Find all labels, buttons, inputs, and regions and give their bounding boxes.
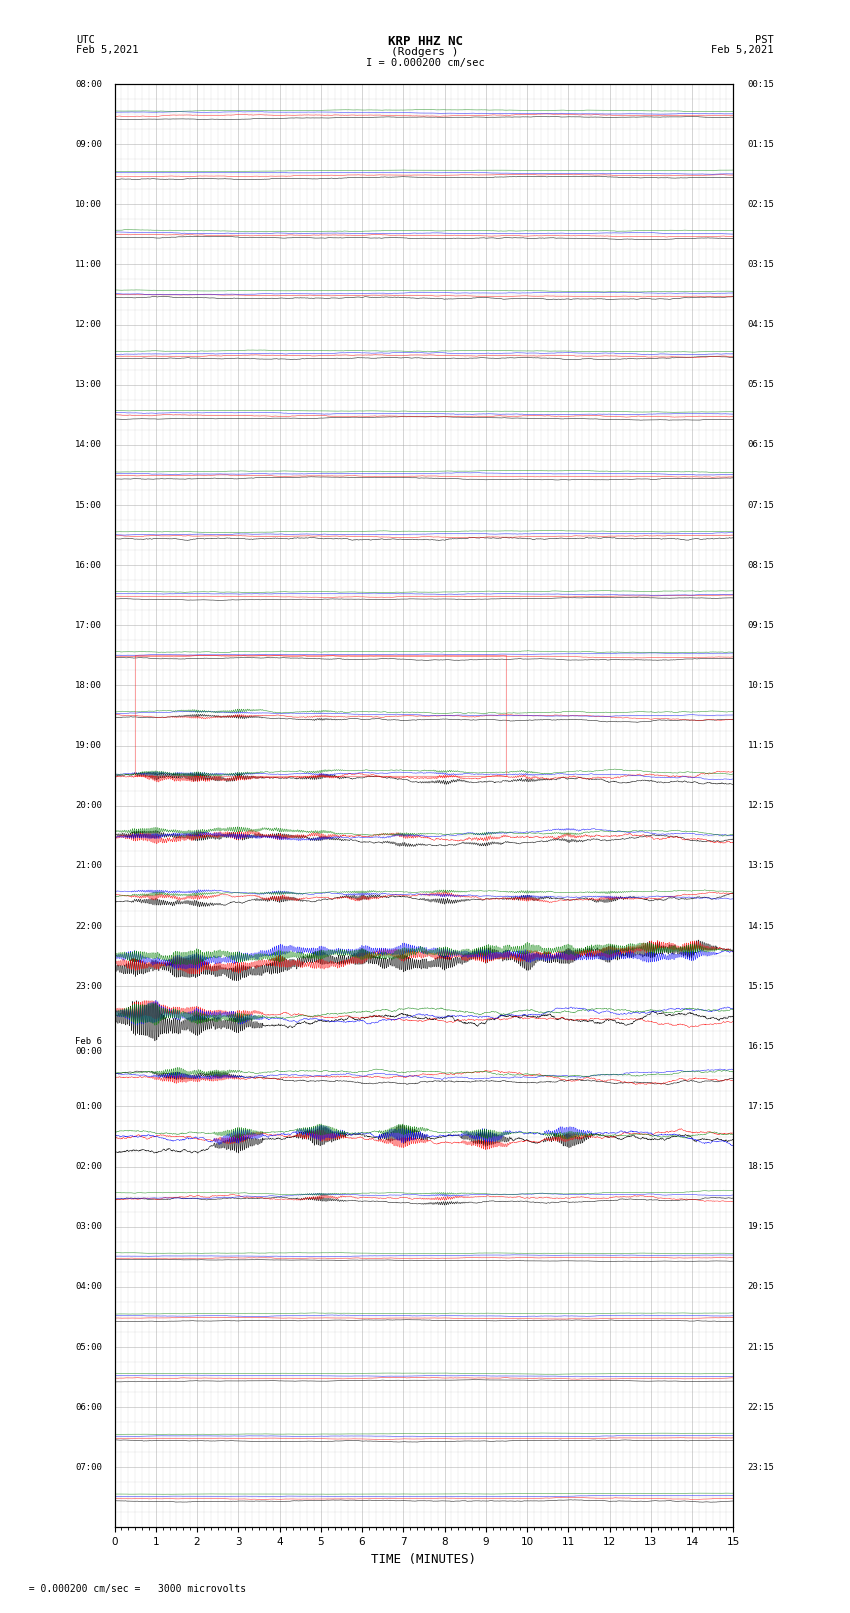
Text: 14:00: 14:00 xyxy=(76,440,102,450)
Text: 10:00: 10:00 xyxy=(76,200,102,208)
Text: 11:00: 11:00 xyxy=(76,260,102,269)
Text: 05:15: 05:15 xyxy=(748,381,774,389)
Text: 16:15: 16:15 xyxy=(748,1042,774,1050)
Text: Feb 5,2021: Feb 5,2021 xyxy=(76,45,139,55)
Text: 19:00: 19:00 xyxy=(76,740,102,750)
Text: 13:15: 13:15 xyxy=(748,861,774,871)
Text: PST: PST xyxy=(755,35,774,45)
Text: 09:15: 09:15 xyxy=(748,621,774,629)
Text: 12:00: 12:00 xyxy=(76,319,102,329)
Text: 10:15: 10:15 xyxy=(748,681,774,690)
Text: 20:00: 20:00 xyxy=(76,802,102,810)
Text: 13:00: 13:00 xyxy=(76,381,102,389)
Text: 18:15: 18:15 xyxy=(748,1161,774,1171)
Text: 11:15: 11:15 xyxy=(748,740,774,750)
Text: UTC: UTC xyxy=(76,35,95,45)
Text: 15:15: 15:15 xyxy=(748,982,774,990)
Text: 07:00: 07:00 xyxy=(76,1463,102,1471)
Text: 01:00: 01:00 xyxy=(76,1102,102,1111)
X-axis label: TIME (MINUTES): TIME (MINUTES) xyxy=(371,1553,476,1566)
Text: KRP HHZ NC: KRP HHZ NC xyxy=(388,35,462,48)
Text: 06:15: 06:15 xyxy=(748,440,774,450)
Text: 00:15: 00:15 xyxy=(748,79,774,89)
Text: 05:00: 05:00 xyxy=(76,1342,102,1352)
Text: 06:00: 06:00 xyxy=(76,1403,102,1411)
Text: 18:00: 18:00 xyxy=(76,681,102,690)
Text: 07:15: 07:15 xyxy=(748,500,774,510)
Text: 17:15: 17:15 xyxy=(748,1102,774,1111)
Text: 17:00: 17:00 xyxy=(76,621,102,629)
Text: 22:15: 22:15 xyxy=(748,1403,774,1411)
Text: = 0.000200 cm/sec =   3000 microvolts: = 0.000200 cm/sec = 3000 microvolts xyxy=(17,1584,246,1594)
Text: 01:15: 01:15 xyxy=(748,140,774,148)
Text: 09:00: 09:00 xyxy=(76,140,102,148)
Text: 04:15: 04:15 xyxy=(748,319,774,329)
Text: 19:15: 19:15 xyxy=(748,1223,774,1231)
Text: 08:00: 08:00 xyxy=(76,79,102,89)
Text: 03:00: 03:00 xyxy=(76,1223,102,1231)
Text: 02:15: 02:15 xyxy=(748,200,774,208)
Text: Feb 5,2021: Feb 5,2021 xyxy=(711,45,774,55)
Text: I = 0.000200 cm/sec: I = 0.000200 cm/sec xyxy=(366,58,484,68)
Text: 20:15: 20:15 xyxy=(748,1282,774,1292)
Text: 21:00: 21:00 xyxy=(76,861,102,871)
Text: 03:15: 03:15 xyxy=(748,260,774,269)
Text: 08:15: 08:15 xyxy=(748,561,774,569)
Text: (Rodgers ): (Rodgers ) xyxy=(391,47,459,56)
Text: 16:00: 16:00 xyxy=(76,561,102,569)
Text: 15:00: 15:00 xyxy=(76,500,102,510)
Text: 02:00: 02:00 xyxy=(76,1161,102,1171)
Text: 04:00: 04:00 xyxy=(76,1282,102,1292)
Text: 23:00: 23:00 xyxy=(76,982,102,990)
Text: 22:00: 22:00 xyxy=(76,921,102,931)
Text: Feb 6
00:00: Feb 6 00:00 xyxy=(76,1037,102,1057)
Text: 23:15: 23:15 xyxy=(748,1463,774,1471)
Text: 21:15: 21:15 xyxy=(748,1342,774,1352)
Text: 14:15: 14:15 xyxy=(748,921,774,931)
Text: 12:15: 12:15 xyxy=(748,802,774,810)
